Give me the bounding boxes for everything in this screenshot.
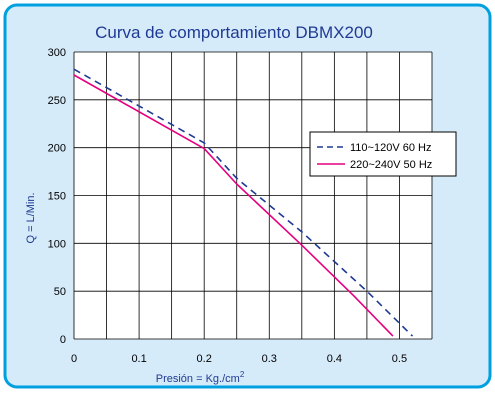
x-tick-label: 0.3 [262,353,277,365]
y-tick-label: 100 [48,238,66,250]
x-axis-label-text: Presión = Kg./cm [156,373,240,385]
x-tick-label: 0.5 [392,353,407,365]
y-tick-label: 250 [48,95,66,107]
legend-box [309,131,457,177]
x-tick-label: 0.1 [131,353,146,365]
y-axis-label: Q = L/Min. [25,192,37,243]
legend: 110~120V 60 Hz 220~240V 50 Hz [309,131,457,177]
series-line-220v [73,74,394,337]
y-tick-label: 0 [60,334,66,346]
tick-labels: 0 0.1 0.2 0.3 0.4 0.5 0 50 100 150 200 250 300 [48,47,407,365]
legend-label-110v: 110~120V 60 Hz [350,142,431,154]
y-tick-label: 50 [54,286,66,298]
x-tick-label: 0.2 [197,353,212,365]
y-tick-label: 200 [48,143,66,155]
x-tick-label: 0.4 [327,353,342,365]
y-tick-label: 150 [48,191,66,203]
series-lines [73,68,414,337]
legend-label-220v: 220~240V 50 Hz [350,159,432,171]
x-tick-label: 0 [71,353,77,365]
series-line-110v [73,68,414,337]
x-axis-label-superscript: 2 [240,370,245,379]
x-axis-label: Presión = Kg./cm2 [156,370,245,385]
y-tick-label: 300 [48,47,66,59]
chart-title: Curva de comportamiento DBMX200 [95,23,373,42]
